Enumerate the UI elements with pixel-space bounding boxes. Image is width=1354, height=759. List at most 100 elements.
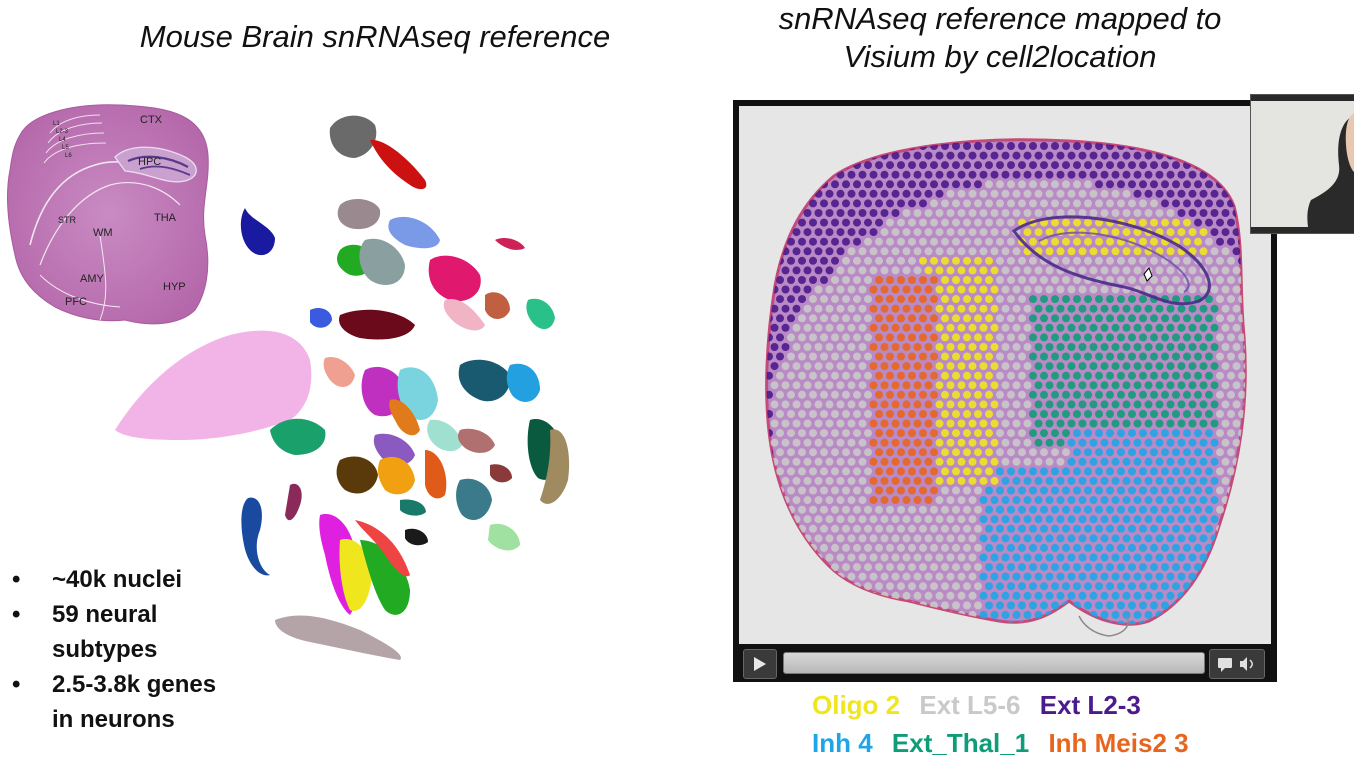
- progress-bar[interactable]: [783, 652, 1205, 674]
- visium-spot: [897, 218, 905, 227]
- visium-spot: [864, 256, 872, 265]
- visium-spot: [968, 457, 977, 466]
- visium-spot: [990, 285, 999, 294]
- visium-spot: [897, 524, 905, 533]
- visium-spot: [963, 352, 971, 361]
- visium-spot: [875, 314, 883, 323]
- visium-spot: [957, 228, 966, 237]
- visium-spot: [842, 486, 850, 495]
- visium-spot: [1133, 323, 1142, 332]
- visium-spot: [853, 218, 861, 227]
- visium-spot: [1012, 476, 1021, 485]
- visium-spot: [1084, 390, 1092, 399]
- visium-spot: [1078, 534, 1087, 543]
- visium-spot: [842, 448, 850, 457]
- visium-spot: [831, 256, 839, 265]
- visium-spot: [968, 591, 977, 600]
- visium-spot: [1166, 400, 1175, 409]
- visium-spot: [924, 476, 933, 485]
- volume-icon[interactable]: [1240, 657, 1253, 671]
- visium-spot: [1221, 419, 1230, 428]
- visium-spot: [1161, 429, 1169, 438]
- visium-spot: [1216, 276, 1224, 284]
- visium-spot: [1029, 142, 1037, 150]
- visium-spot: [963, 505, 971, 514]
- visium-spot: [886, 524, 894, 533]
- video-player[interactable]: [733, 100, 1277, 682]
- visium-spot: [1122, 343, 1131, 351]
- visium-spot: [1106, 180, 1114, 189]
- visium-spot: [924, 457, 933, 466]
- play-button[interactable]: [743, 649, 777, 679]
- visium-spot: [842, 410, 850, 418]
- visium-spot: [908, 199, 916, 208]
- visium-spot: [1084, 333, 1092, 342]
- visium-spot: [952, 448, 960, 457]
- visium-spot: [996, 142, 1004, 150]
- visium-spot: [990, 515, 999, 524]
- visium-spot: [1172, 467, 1180, 476]
- visium-spot: [1062, 371, 1070, 380]
- visium-spot: [985, 505, 993, 514]
- visium-spot: [1172, 448, 1180, 457]
- visium-spot: [1040, 199, 1048, 208]
- visium-spot: [858, 534, 867, 543]
- visium-spot: [930, 256, 938, 265]
- visium-spot: [919, 543, 927, 552]
- visium-spot: [1045, 419, 1054, 428]
- visium-spot: [836, 515, 845, 524]
- visium-spot: [1023, 362, 1032, 371]
- visium-spot: [979, 553, 988, 562]
- visium-spot: [776, 390, 784, 399]
- visium-spot: [1045, 438, 1054, 447]
- visium-spot: [1166, 362, 1175, 371]
- visium-spot: [1155, 534, 1164, 543]
- visium-spot: [1084, 199, 1092, 208]
- visium-spot: [864, 333, 872, 342]
- visium-spot: [1133, 496, 1142, 505]
- visium-spot: [1133, 476, 1142, 485]
- visium-spot: [1183, 199, 1191, 208]
- visium-spot: [1139, 390, 1147, 399]
- visium-spot-map: [739, 106, 1271, 644]
- visium-spot: [1029, 180, 1037, 189]
- visium-spot: [1045, 170, 1054, 179]
- visium-spot: [913, 304, 922, 313]
- brain-label-l6: L6: [65, 153, 72, 159]
- visium-spot: [902, 170, 911, 179]
- visium-spot: [1056, 381, 1065, 390]
- visium-spot: [842, 180, 850, 189]
- visium-spot: [1001, 476, 1010, 485]
- visium-spot: [1122, 323, 1131, 332]
- visium-spot: [1122, 189, 1131, 198]
- visium-spot: [1106, 352, 1114, 361]
- visium-spot: [963, 410, 971, 418]
- visium-spot: [968, 515, 977, 524]
- visium-spot: [1089, 476, 1098, 485]
- visium-spot: [1040, 371, 1048, 380]
- visium-spot: [1023, 534, 1032, 543]
- visium-spot: [1188, 496, 1197, 505]
- visium-spot: [1100, 151, 1109, 160]
- visium-spot: [908, 505, 916, 514]
- visium-spot: [1139, 601, 1147, 610]
- visium-spot: [792, 285, 801, 294]
- visium-spot: [886, 448, 894, 457]
- visium-spot: [996, 295, 1004, 304]
- visium-spot: [1040, 563, 1048, 572]
- visium-spot: [919, 237, 927, 246]
- comment-icon[interactable]: [1218, 658, 1232, 672]
- visium-spot: [1144, 534, 1153, 543]
- visium-spot: [1117, 180, 1125, 189]
- visium-spot: [1067, 400, 1076, 409]
- visium-spot: [803, 419, 812, 428]
- visium-spot: [1177, 496, 1186, 505]
- visium-spot: [1095, 314, 1103, 323]
- visium-spot: [842, 256, 850, 265]
- visium-spot: [803, 362, 812, 371]
- visium-spot: [897, 390, 905, 399]
- visium-spot: [941, 582, 949, 591]
- visium-spot: [1117, 582, 1125, 591]
- visium-spot: [1001, 400, 1010, 409]
- visium-spot: [1029, 505, 1037, 514]
